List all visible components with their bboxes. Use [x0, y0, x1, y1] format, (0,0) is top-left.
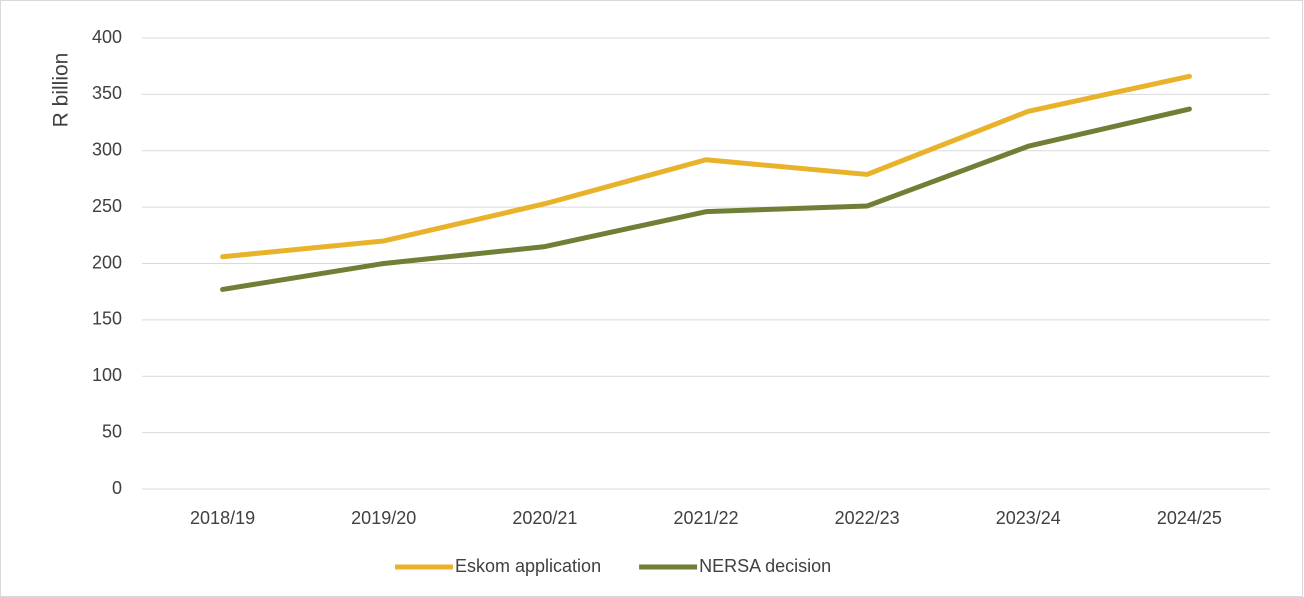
y-tick-label: 350	[92, 83, 122, 103]
x-tick-label: 2018/19	[190, 508, 255, 528]
y-tick-label: 100	[92, 365, 122, 385]
x-tick-label: 2019/20	[351, 508, 416, 528]
x-tick-label: 2022/23	[835, 508, 900, 528]
x-tick-label: 2024/25	[1157, 508, 1222, 528]
legend-label: Eskom application	[455, 556, 601, 576]
y-tick-label: 50	[102, 421, 122, 441]
y-axis-label: R billion	[50, 53, 73, 128]
x-tick-label: 2021/22	[673, 508, 738, 528]
y-tick-label: 150	[92, 309, 122, 329]
y-tick-label: 0	[112, 478, 122, 498]
series-line	[220, 106, 1192, 292]
y-tick-label: 200	[92, 252, 122, 272]
legend-label: NERSA decision	[699, 556, 831, 576]
x-tick-label: 2023/24	[996, 508, 1061, 528]
y-tick-label: 400	[92, 27, 122, 47]
y-tick-label: 300	[92, 140, 122, 160]
series-line	[220, 73, 1192, 260]
x-tick-label: 2020/21	[512, 508, 577, 528]
y-tick-label: 250	[92, 196, 122, 216]
